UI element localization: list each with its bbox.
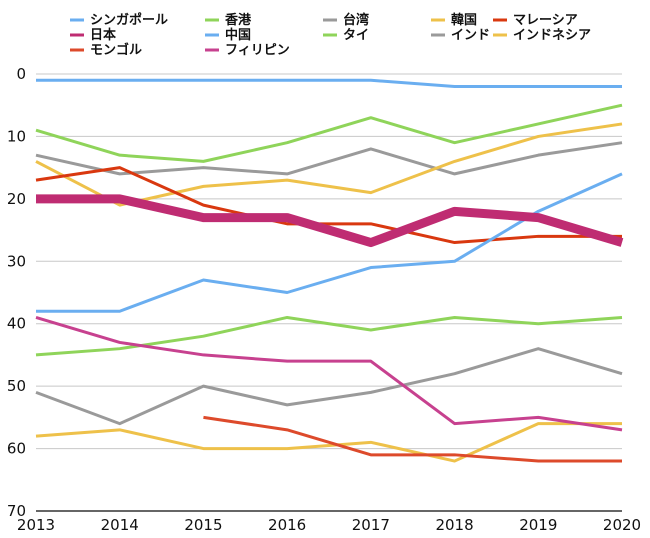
legend-label: 台湾 — [343, 12, 369, 28]
x-tick-label: 2013 — [17, 516, 55, 534]
legend-label: マレーシア — [513, 13, 578, 28]
x-tick-label: 2016 — [268, 516, 306, 534]
legend-label: シンガポール — [90, 12, 168, 28]
x-tick-label: 2020 — [603, 516, 641, 534]
legend-label: モンゴル — [90, 42, 142, 58]
y-tick-label: 30 — [7, 252, 26, 270]
series-line-香港 — [36, 105, 622, 161]
legend-label: 韓国 — [451, 12, 477, 28]
legend-label: インド — [451, 28, 490, 43]
legend-label: 中国 — [225, 27, 251, 43]
legend-label: フィリピン — [225, 43, 290, 58]
y-tick-label: 40 — [7, 315, 26, 333]
x-tick-label: 2017 — [352, 516, 390, 534]
y-tick-label: 0 — [16, 65, 26, 83]
x-tick-label: 2018 — [435, 516, 473, 534]
legend-label: タイ — [343, 28, 369, 43]
series-lines — [36, 80, 622, 461]
legend-label: 日本 — [90, 27, 116, 43]
x-tick-label: 2014 — [101, 516, 139, 534]
series-line-中国 — [36, 174, 622, 311]
y-tick-label: 20 — [7, 190, 26, 208]
y-tick-label: 10 — [7, 127, 26, 145]
y-tick-label: 50 — [7, 377, 26, 395]
x-tick-label: 2019 — [519, 516, 557, 534]
series-line-シンガポール — [36, 80, 622, 86]
legend-label: インドネシア — [513, 28, 591, 43]
series-line-フィリピン — [36, 317, 622, 429]
y-tick-label: 60 — [7, 440, 26, 458]
legend-label: 香港 — [224, 12, 252, 28]
x-tick-label: 2015 — [184, 516, 222, 534]
